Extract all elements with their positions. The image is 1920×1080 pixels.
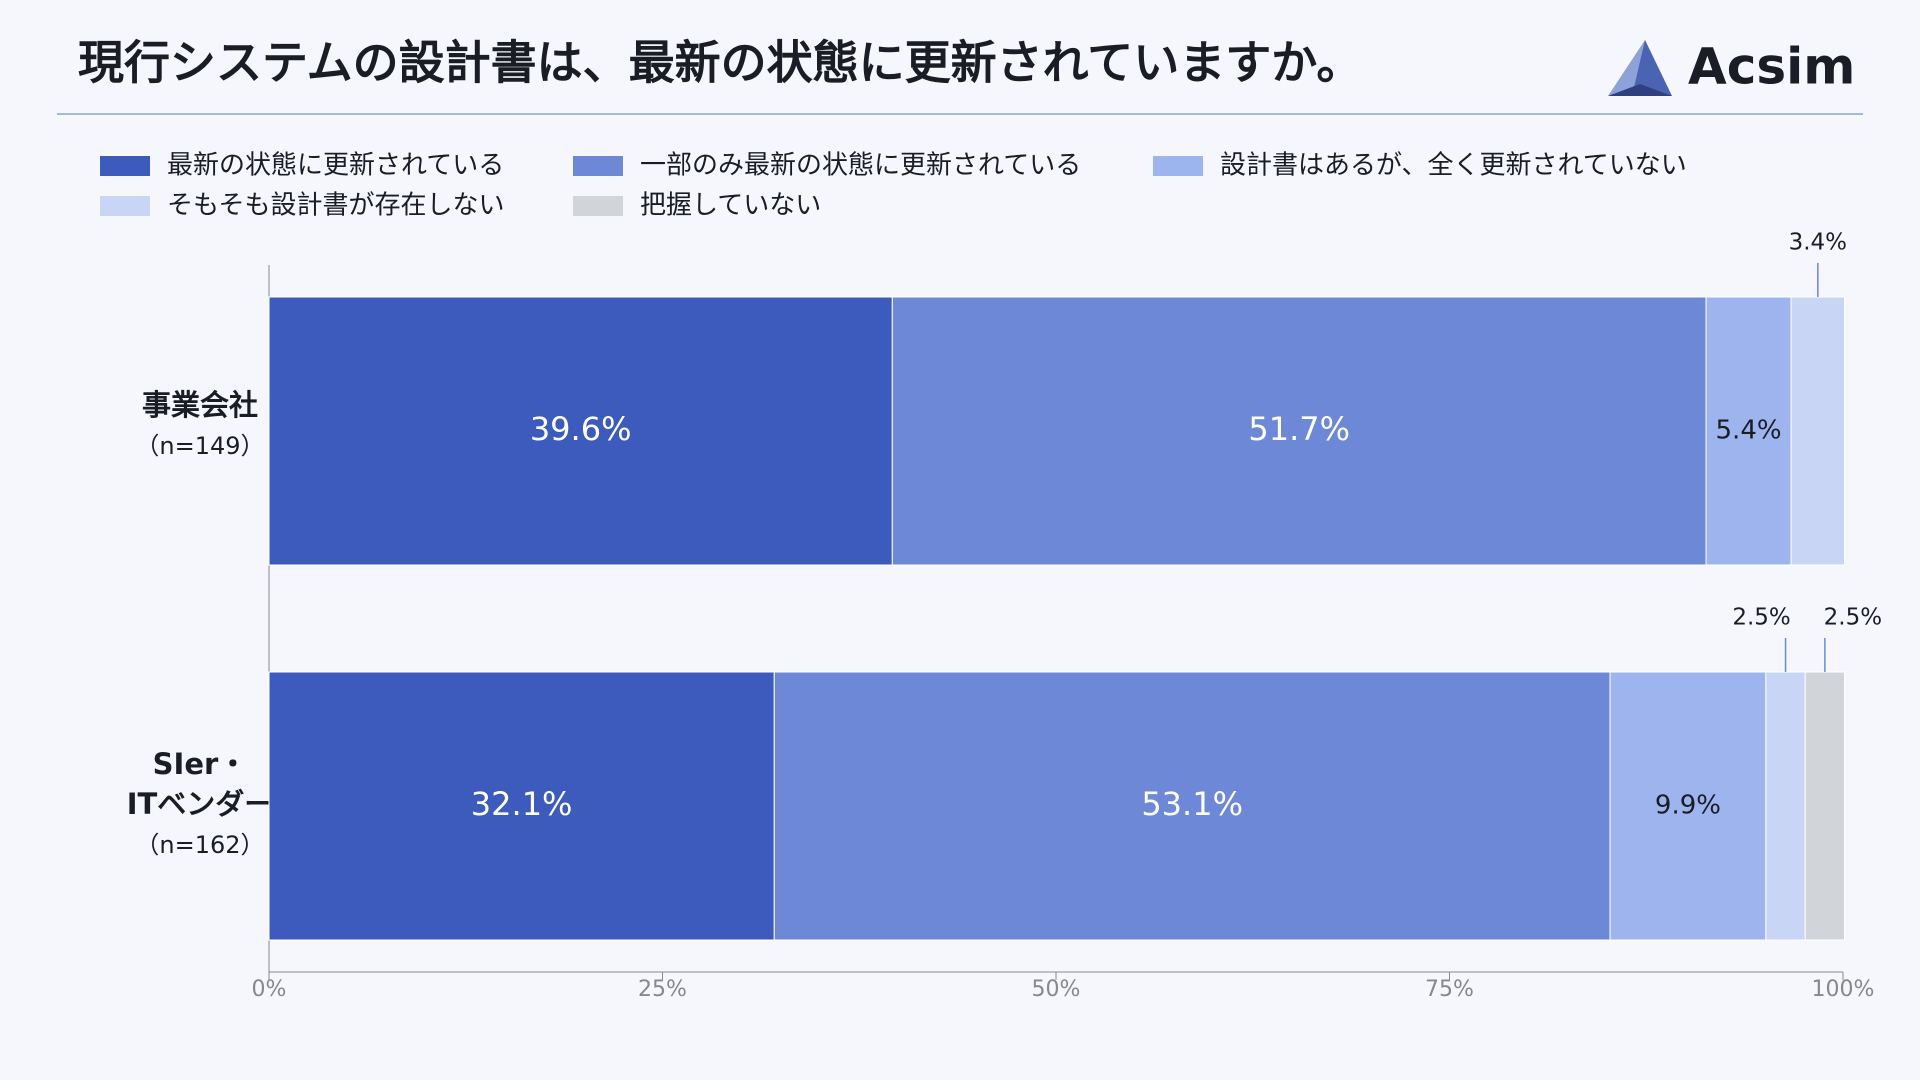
value-label: 39.6% [530,410,632,448]
bar-segment [268,671,775,941]
logo-text: Acsim [1688,38,1855,96]
chart-title: 現行システムの設計書は、最新の状態に更新されていますか。 [78,36,1362,90]
value-label: 51.7% [1248,410,1350,448]
bar-segment [891,296,1707,566]
legend-label: 最新の状態に更新されている [167,151,504,181]
value-label: 9.9% [1655,791,1721,821]
category-label: ITベンダー [127,787,274,821]
legend-swatch [573,196,623,216]
x-tick-label: 75% [1425,977,1474,1002]
bar-segment [773,671,1611,941]
legend-swatch [100,196,150,216]
value-label: 53.1% [1141,785,1243,823]
x-tick-label: 0% [252,977,287,1002]
value-label: 2.5% [1732,605,1790,631]
value-label: 5.4% [1716,416,1782,446]
bar-segment [1765,671,1806,941]
legend-label: そもそも設計書が存在しない [167,191,504,221]
bar-segment [268,296,893,566]
bar-segment [1609,671,1767,941]
legend-label: 把握していない [640,191,821,221]
legend-swatch [100,156,150,176]
x-tick-label: 25% [638,977,687,1002]
category-note: （n=162） [135,831,264,859]
legend-label: 設計書はあるが、全く更新されていない [1220,151,1687,181]
bar-segment [1790,296,1846,566]
value-label: 32.1% [471,785,573,823]
category-label: SIer・ [153,747,248,781]
legend-swatch [1153,156,1203,176]
value-label: 3.4% [1789,230,1847,256]
bar-segment [1804,671,1846,941]
legend-swatch [573,156,623,176]
x-tick-label: 100% [1812,977,1875,1002]
category-note: （n=149） [135,432,264,460]
logo-icon [1608,40,1672,96]
bar-segment [1705,296,1792,566]
value-label: 2.5% [1824,605,1882,631]
legend-label: 一部のみ最新の状態に更新されている [640,151,1081,181]
category-label: 事業会社 [142,388,258,422]
x-tick-label: 50% [1032,977,1081,1002]
